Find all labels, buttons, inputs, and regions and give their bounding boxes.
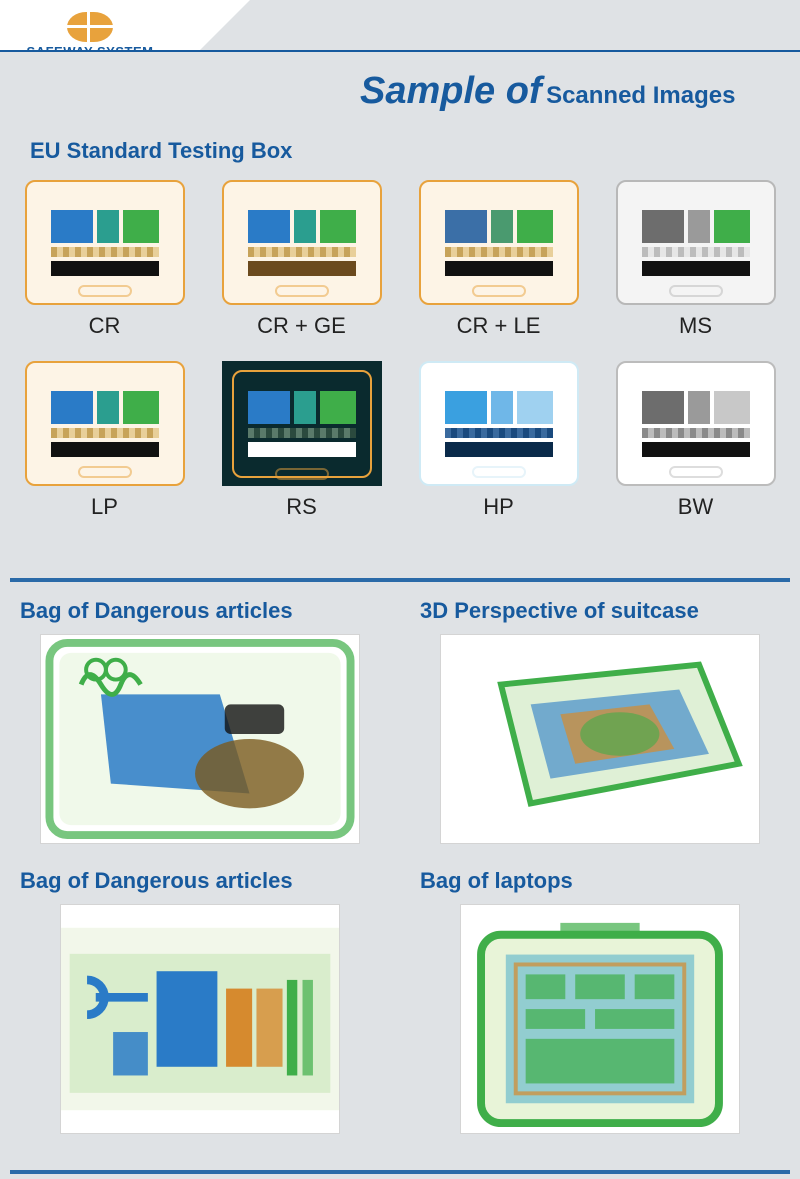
scan-title: Bag of Dangerous articles: [20, 598, 380, 624]
scan-image: [60, 904, 340, 1134]
scan-image: [440, 634, 760, 844]
mode-label: CR: [20, 313, 189, 339]
mode-crge: CR + GE: [217, 180, 386, 339]
page-title: Sample of Scanned Images: [0, 50, 800, 131]
section1-heading: EU Standard Testing Box: [30, 138, 292, 164]
mode-ms: MS: [611, 180, 780, 339]
scan-image: [460, 904, 740, 1134]
scan-title: Bag of Dangerous articles: [20, 868, 380, 894]
title-part1: Sample of: [360, 70, 542, 112]
scan-image: [40, 634, 360, 844]
mode-cr: CR: [20, 180, 189, 339]
scan-suitcase3d: 3D Perspective of suitcase: [420, 598, 780, 844]
scan-title: 3D Perspective of suitcase: [420, 598, 780, 624]
globe-icon: [67, 12, 113, 42]
mode-label: LP: [20, 494, 189, 520]
mode-label: CR + LE: [414, 313, 583, 339]
scan-dangerous2: Bag of Dangerous articles: [20, 868, 380, 1134]
scan-laptops: Bag of laptops: [420, 868, 780, 1134]
mode-hp: HP: [414, 361, 583, 520]
mode-label: MS: [611, 313, 780, 339]
sample-scans-grid: Bag of Dangerous articles 3D Perspective…: [20, 598, 780, 1134]
mode-lp: LP: [20, 361, 189, 520]
mode-label: CR + GE: [217, 313, 386, 339]
mode-crle: CR + LE: [414, 180, 583, 339]
title-part2: Scanned Images: [546, 82, 735, 109]
mode-rs: RS: [217, 361, 386, 520]
scan-title: Bag of laptops: [420, 868, 780, 894]
mode-label: BW: [611, 494, 780, 520]
scan-dangerous1: Bag of Dangerous articles: [20, 598, 380, 844]
mode-label: RS: [217, 494, 386, 520]
mode-bw: BW: [611, 361, 780, 520]
mode-label: HP: [414, 494, 583, 520]
section-divider: [10, 578, 790, 582]
bottom-divider: [10, 1170, 790, 1174]
testing-modes-grid: CR CR + GE CR + LE: [20, 180, 780, 520]
